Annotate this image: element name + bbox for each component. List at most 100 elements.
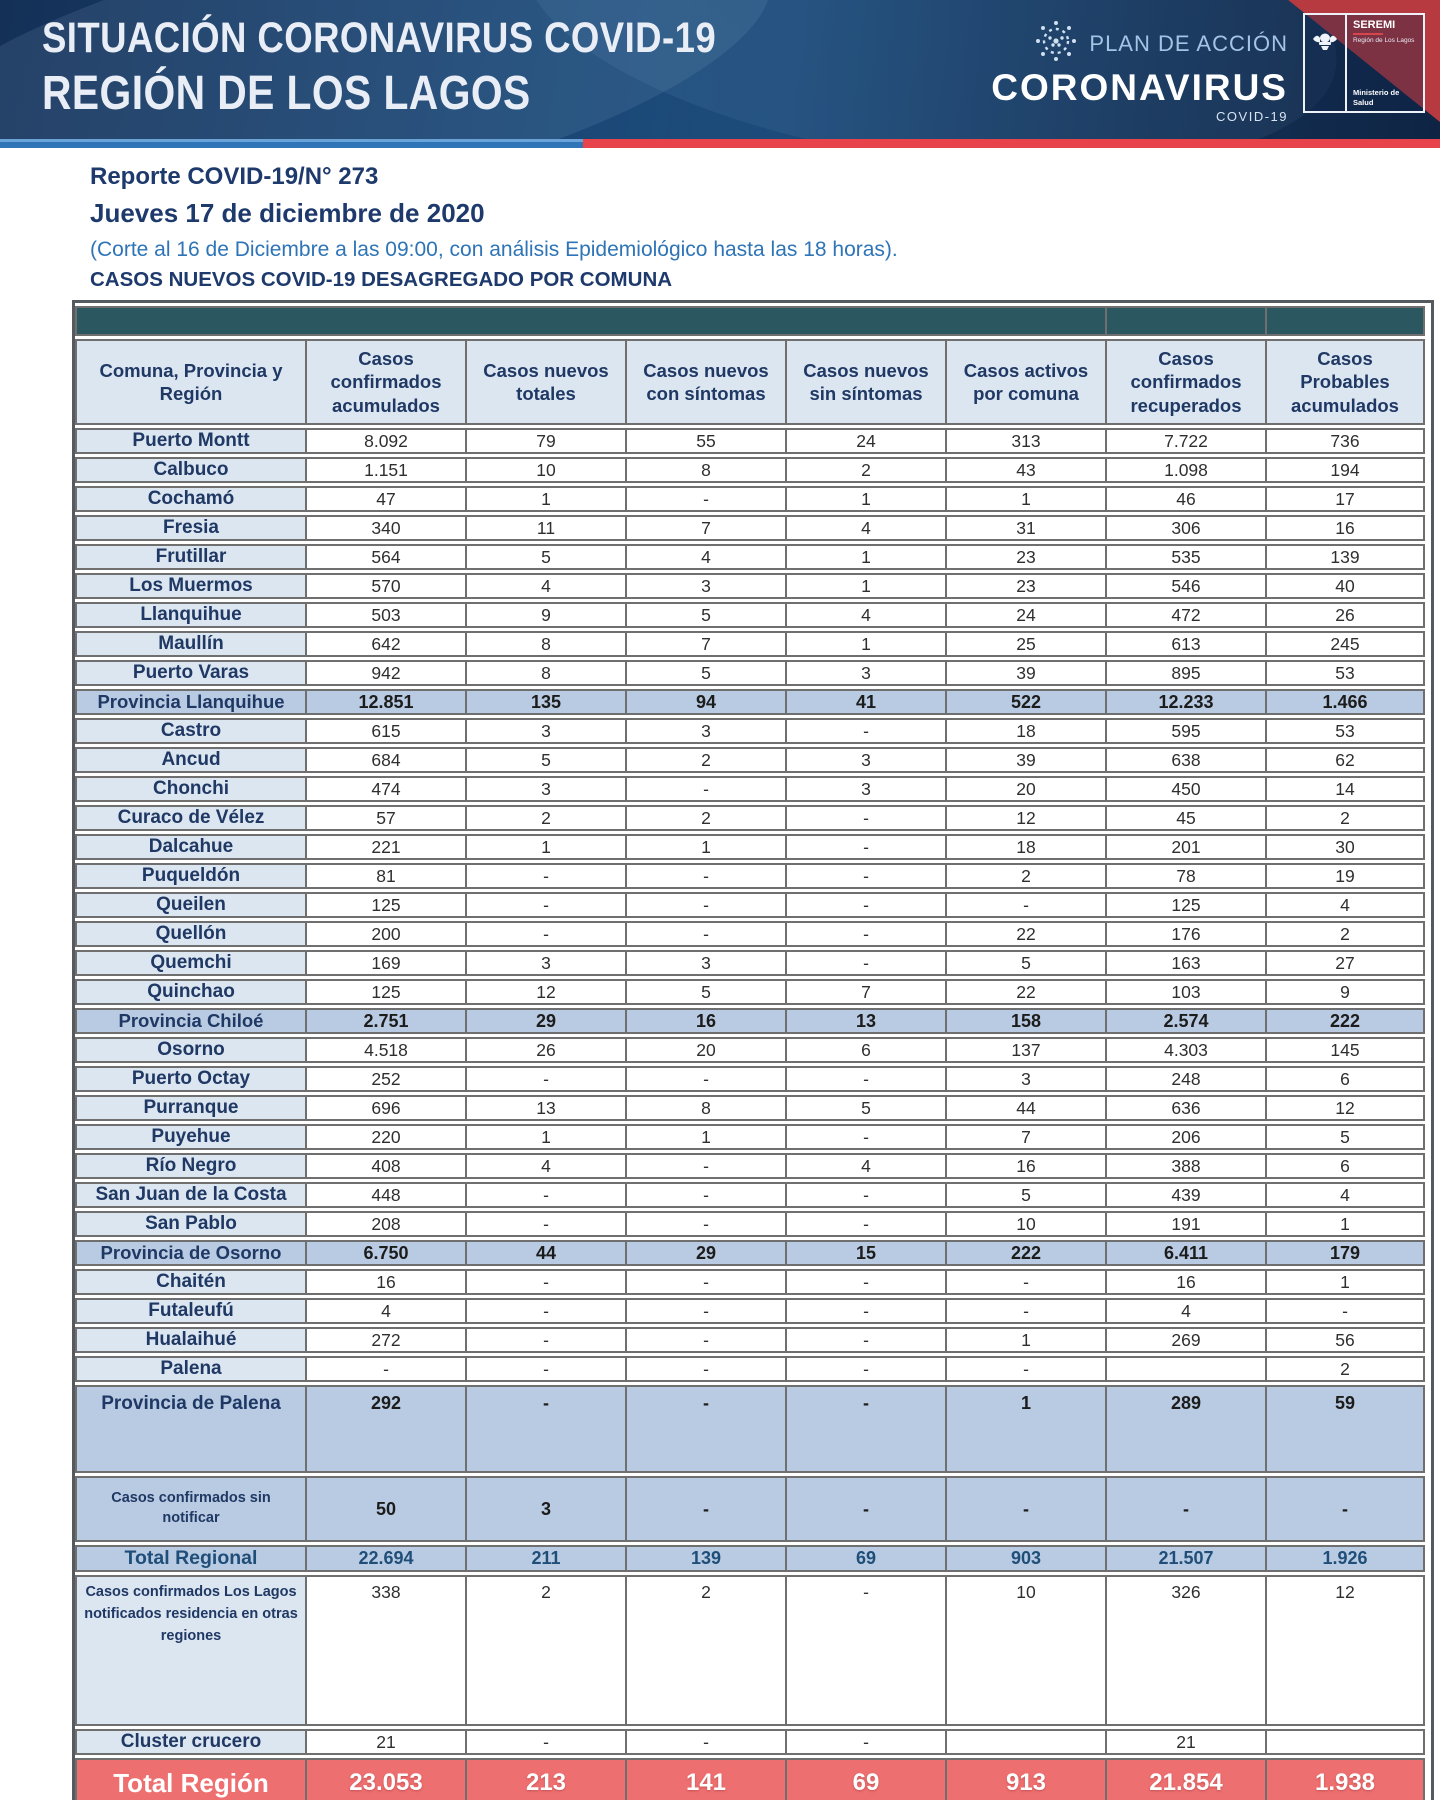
row-value: 12 xyxy=(1267,1095,1425,1121)
report-subtitle: CASOS NUEVOS COVID-19 DESAGREGADO POR CO… xyxy=(90,268,673,291)
row-value: 137 xyxy=(947,1037,1107,1063)
table-row: Provincia Chiloé 2.751 29 16 13 158 2.574 222 xyxy=(75,1008,1425,1034)
row-value: 69 xyxy=(787,1758,947,1800)
table-row: Palena - - - - -2 xyxy=(75,1356,1425,1382)
row-value: - xyxy=(627,1729,787,1755)
row-value: 9 xyxy=(467,602,627,628)
row-value: 16 xyxy=(947,1153,1107,1179)
row-value: 1 xyxy=(467,486,627,512)
row-value: 10 xyxy=(947,1575,1107,1726)
row-value: 615 xyxy=(307,718,467,744)
row-value: 211 xyxy=(467,1545,627,1572)
table-row: Los Muermos 570 4 3 1 23 546 40 xyxy=(75,573,1425,599)
table-row: Cluster crucero 21- - -21 xyxy=(75,1729,1425,1755)
row-value: 1 xyxy=(787,486,947,512)
row-value: - xyxy=(467,1211,627,1237)
column-header: Casos confirmados recuperados xyxy=(1107,339,1267,425)
row-value: 6.750 xyxy=(307,1240,467,1266)
row-value: 125 xyxy=(1107,892,1267,918)
row-value: 43 xyxy=(947,457,1107,483)
row-value: 44 xyxy=(947,1095,1107,1121)
row-value: - xyxy=(467,921,627,947)
table-row: Chonchi 474 3-3 20 450 14 xyxy=(75,776,1425,802)
row-value: 7.722 xyxy=(1107,428,1267,454)
row-value: - xyxy=(947,892,1107,918)
row-value: 7 xyxy=(627,515,787,541)
row-value: - xyxy=(627,1182,787,1208)
row-value: 176 xyxy=(1107,921,1267,947)
row-value: 5 xyxy=(627,602,787,628)
row-value: 20 xyxy=(947,776,1107,802)
row-value: - xyxy=(467,1327,627,1353)
row-value: 12.851 xyxy=(307,689,467,715)
table-row: Provincia de Palena 292- - -1 289 59 xyxy=(75,1385,1425,1473)
table-row: San Juan de la Costa 448- - -5 439 4 xyxy=(75,1182,1425,1208)
row-value: 289 xyxy=(1107,1385,1267,1473)
table-row: Llanquihue 503 9 5 4 24 472 26 xyxy=(75,602,1425,628)
row-value: 8 xyxy=(467,631,627,657)
table-top-band-cell xyxy=(75,306,1107,336)
covid19-sublabel: COVID-19 xyxy=(1216,108,1288,124)
row-value: 3 xyxy=(787,660,947,686)
row-value: 10 xyxy=(467,457,627,483)
row-label: Castro xyxy=(75,718,307,744)
row-value: 169 xyxy=(307,950,467,976)
row-value: 41 xyxy=(787,689,947,715)
row-value: 13 xyxy=(787,1008,947,1034)
row-value: 5 xyxy=(467,544,627,570)
row-value: 201 xyxy=(1107,834,1267,860)
row-value: 1 xyxy=(947,1385,1107,1473)
row-value: - xyxy=(627,1066,787,1092)
row-value: 522 xyxy=(947,689,1107,715)
row-value: 636 xyxy=(1107,1095,1267,1121)
row-value: 340 xyxy=(307,515,467,541)
row-value: 2.751 xyxy=(307,1008,467,1034)
row-value: 53 xyxy=(1267,660,1425,686)
row-value: 2 xyxy=(627,747,787,773)
row-value: - xyxy=(627,1269,787,1295)
row-value: - xyxy=(627,1298,787,1324)
seremi-ministry: Ministerio de Salud xyxy=(1353,88,1400,107)
row-value: 450 xyxy=(1107,776,1267,802)
row-value: 313 xyxy=(947,428,1107,454)
row-value: 613 xyxy=(1107,631,1267,657)
row-value: - xyxy=(467,1269,627,1295)
row-value: 125 xyxy=(307,892,467,918)
row-value: 46 xyxy=(1107,486,1267,512)
row-value: 55 xyxy=(627,428,787,454)
row-value: 684 xyxy=(307,747,467,773)
row-value: - xyxy=(467,1356,627,1382)
row-value: - xyxy=(627,1211,787,1237)
row-value: 23.053 xyxy=(307,1758,467,1800)
table-row: Quemchi 169 3 3-5 163 27 xyxy=(75,950,1425,976)
covid-table-frame: Comuna, Provincia y Región Casos confirma… xyxy=(72,300,1434,1800)
row-value: 3 xyxy=(467,776,627,802)
row-value: 2 xyxy=(627,1575,787,1726)
row-value: 208 xyxy=(307,1211,467,1237)
table-row: Quellón 200- - -22 176 2 xyxy=(75,921,1425,947)
table-row: Provincia de Osorno 6.750 44 29 15 222 6.411 17… xyxy=(75,1240,1425,1266)
row-value: 4 xyxy=(787,1153,947,1179)
row-label: Frutillar xyxy=(75,544,307,570)
row-value: - xyxy=(627,776,787,802)
row-value: 570 xyxy=(307,573,467,599)
row-value: - xyxy=(787,1298,947,1324)
row-label: Hualaihué xyxy=(75,1327,307,1353)
row-label: Chaitén xyxy=(75,1269,307,1295)
row-value: - xyxy=(787,921,947,947)
row-value: 942 xyxy=(307,660,467,686)
row-value: 30 xyxy=(1267,834,1425,860)
row-label: Chonchi xyxy=(75,776,307,802)
row-label: Quellón xyxy=(75,921,307,947)
row-label: Llanquihue xyxy=(75,602,307,628)
table-row: San Pablo 208- - -10 191 1 xyxy=(75,1211,1425,1237)
row-value: - xyxy=(787,1124,947,1150)
column-header: Comuna, Provincia y Región xyxy=(75,339,307,425)
report-number: Reporte COVID-19/N° 273 xyxy=(90,163,379,190)
row-label: Casos confirmados sin notificar xyxy=(75,1476,307,1542)
row-label: Puerto Montt xyxy=(75,428,307,454)
row-value: 206 xyxy=(1107,1124,1267,1150)
row-value: - xyxy=(787,1182,947,1208)
table-row: Puyehue 220 1 1-7 206 5 xyxy=(75,1124,1425,1150)
row-value: 179 xyxy=(1267,1240,1425,1266)
